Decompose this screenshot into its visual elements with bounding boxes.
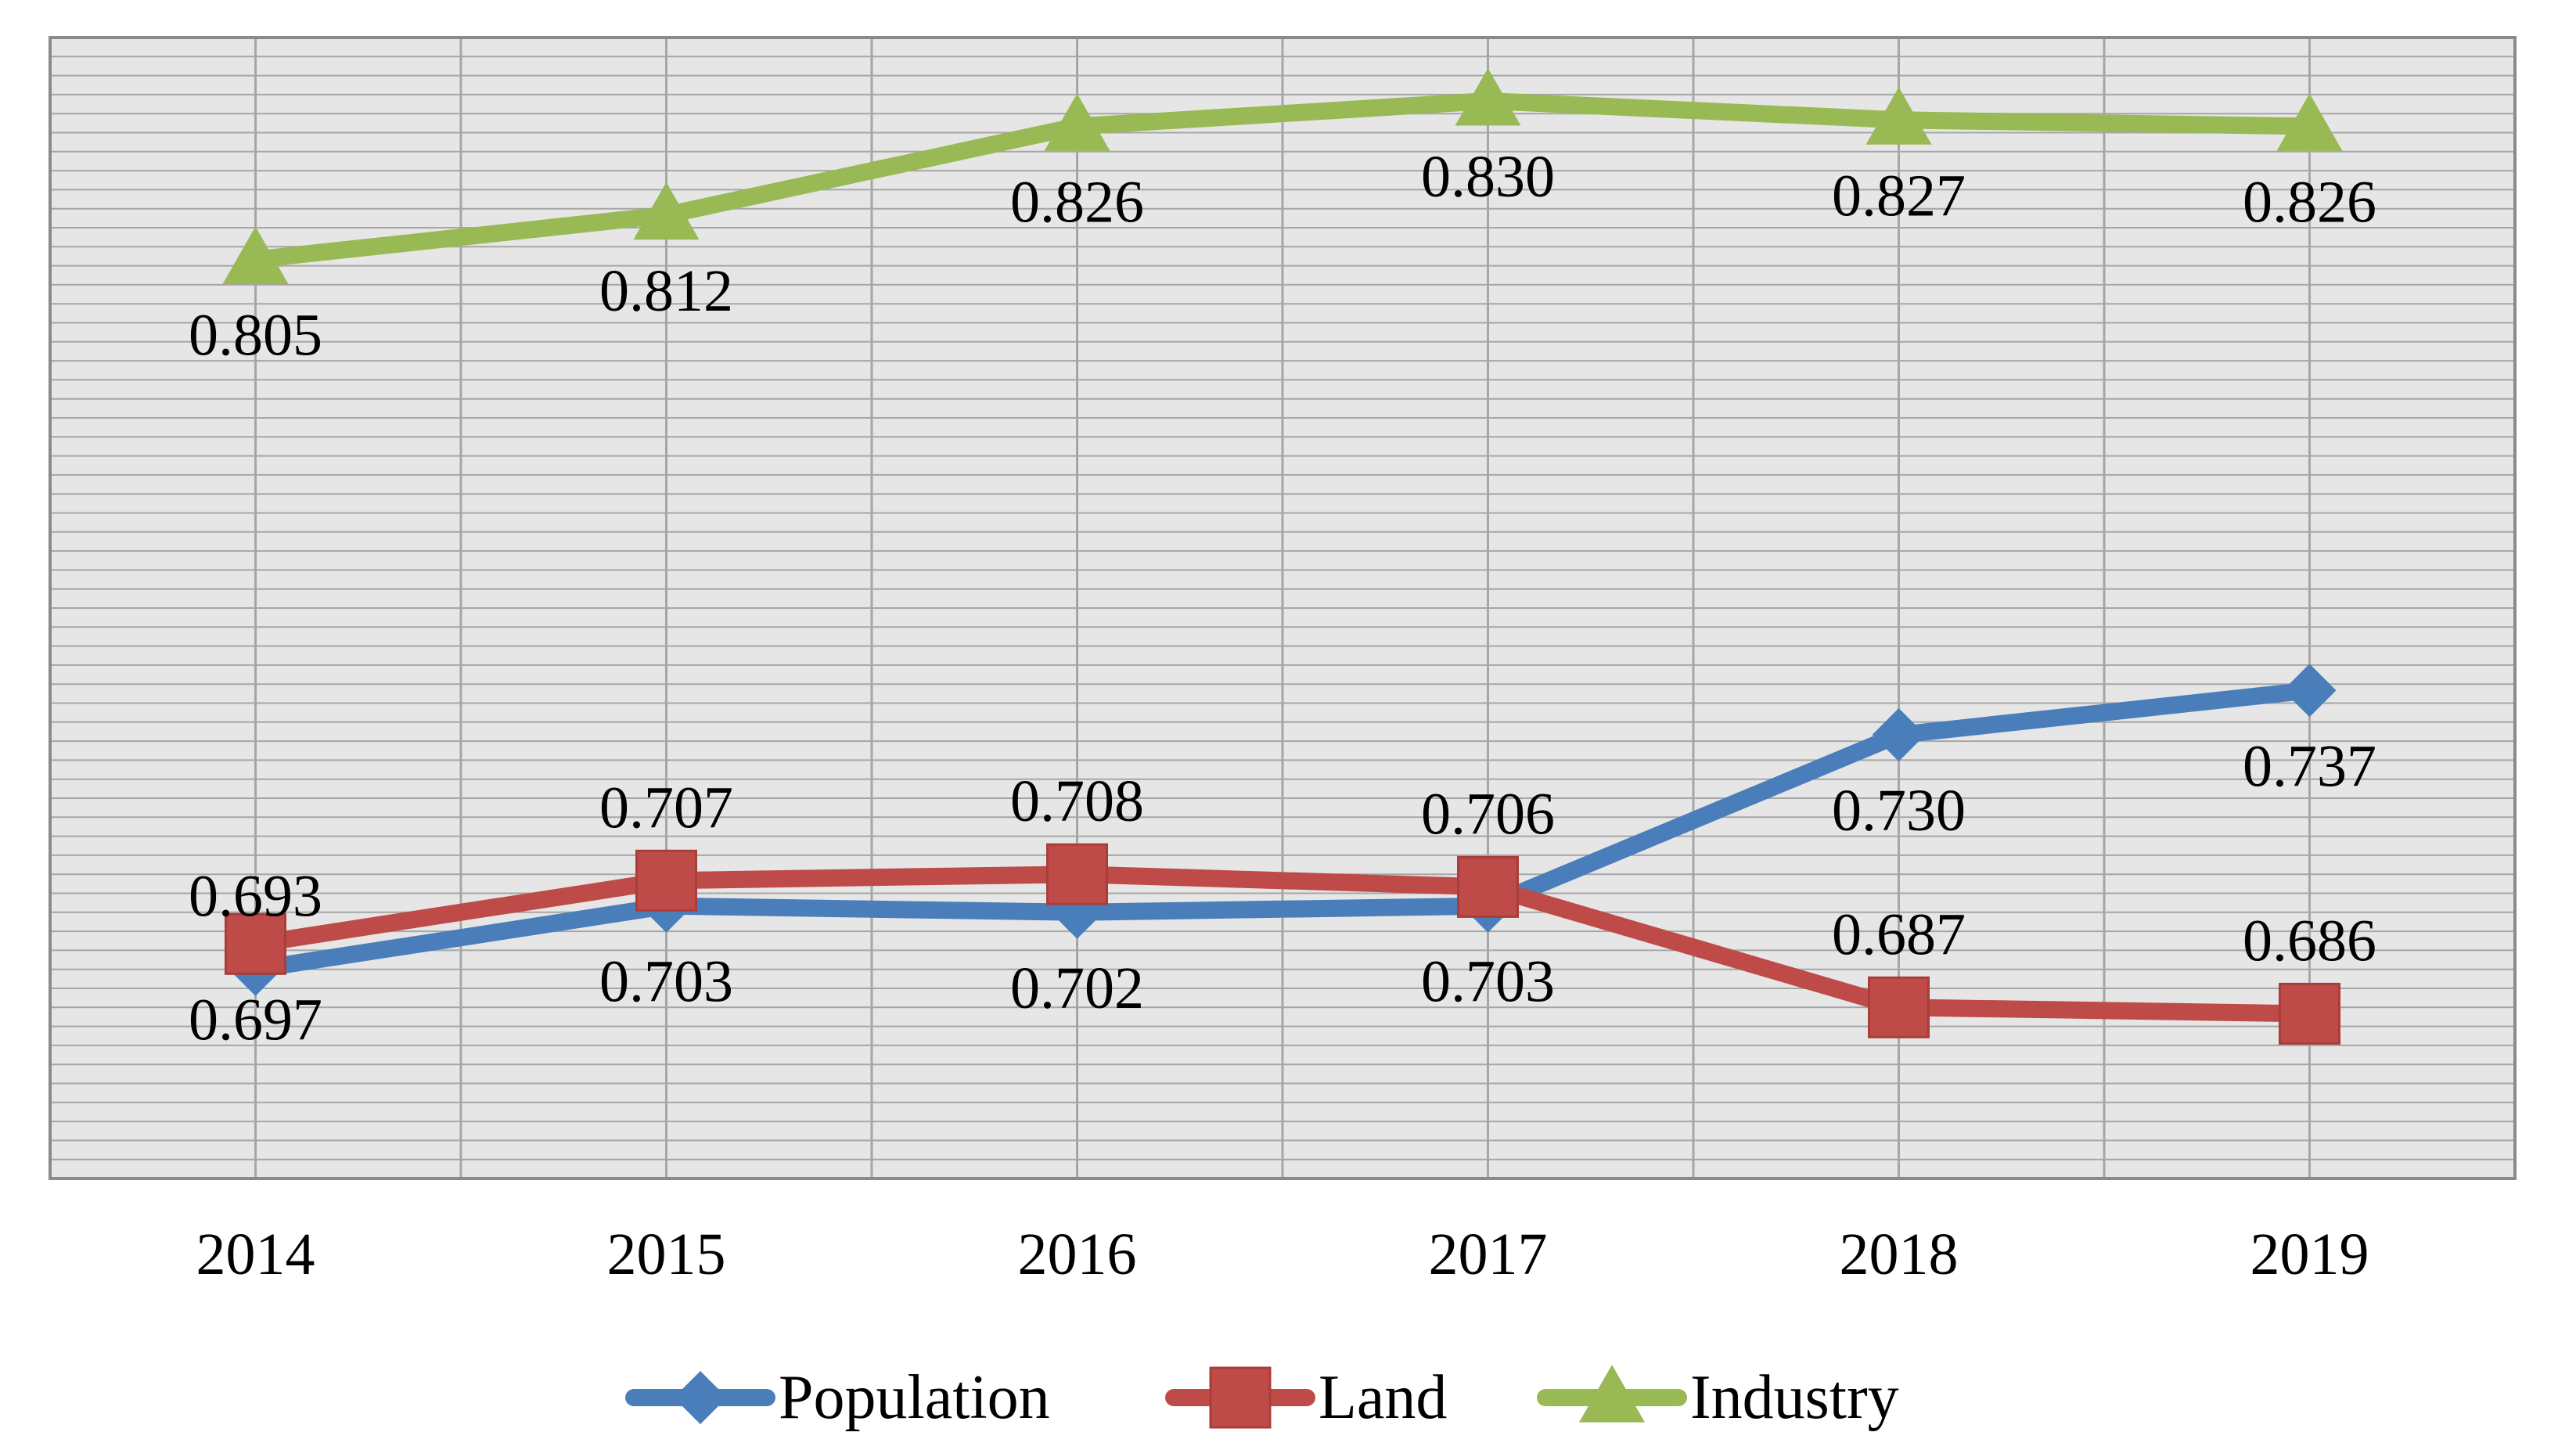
population-data-label-2014: 0.693 [189, 864, 322, 930]
legend-marker-land [1209, 1366, 1272, 1429]
legend-item-population: Population [625, 1363, 1050, 1432]
industry-data-label-2015: 0.812 [599, 258, 733, 324]
industry-data-label-2018: 0.827 [1832, 163, 1966, 229]
legend-marker-industry [1579, 1365, 1645, 1423]
legend: Population Land Industry [625, 1363, 1899, 1432]
x-axis-ticks: 2014 2015 2016 2017 2018 2019 [196, 1222, 2369, 1287]
series-line-land [246, 865, 2319, 1023]
industry-marker-2018 [1865, 87, 1932, 145]
land-marker-2014 [225, 912, 286, 975]
land-marker-2019 [2279, 982, 2340, 1045]
population-data-label-2017: 0.703 [1421, 949, 1555, 1015]
population-data-label-2019: 0.737 [2243, 733, 2376, 799]
industry-marker-2014 [222, 226, 289, 284]
land-data-label-2019: 0.686 [2243, 908, 2376, 973]
population-data-label-2015: 0.703 [599, 949, 733, 1015]
industry-marker-2015 [633, 182, 700, 240]
land-data-label-2014: 0.697 [189, 987, 322, 1053]
x-tick-label-2014: 2014 [196, 1222, 315, 1287]
x-tick-label-2015: 2015 [607, 1222, 726, 1287]
industry-marker-2017 [1455, 68, 1521, 126]
series-line-industry [246, 92, 2319, 268]
land-data-label-2017: 0.706 [1421, 781, 1555, 847]
industry-marker-2019 [2276, 93, 2343, 151]
legend-label-industry: Industry [1690, 1363, 1899, 1432]
legend-item-land: Land [1165, 1363, 1447, 1432]
land-data-label-2016: 0.708 [1010, 768, 1144, 834]
data-labels: 0.693 0.703 0.702 0.703 0.730 0.737 0.697 0.707… [189, 144, 2376, 1053]
population-data-label-2016: 0.702 [1010, 955, 1144, 1021]
land-data-label-2018: 0.687 [1832, 901, 1966, 967]
industry-marker-2016 [1044, 93, 1110, 151]
industry-data-label-2017: 0.830 [1421, 144, 1555, 210]
land-marker-2015 [635, 849, 697, 912]
series-line-population [246, 682, 2319, 978]
legend-marker-population [674, 1371, 727, 1424]
population-data-label-2018: 0.730 [1832, 778, 1966, 844]
industry-data-label-2014: 0.805 [189, 303, 322, 369]
series-industry [222, 68, 2343, 284]
population-marker-2018 [1872, 708, 1926, 761]
land-marker-2016 [1046, 843, 1108, 905]
land-marker-2017 [1457, 855, 1519, 918]
x-tick-label-2018: 2018 [1840, 1222, 1959, 1287]
series-land [225, 843, 2340, 1045]
population-marker-2019 [2283, 664, 2337, 718]
x-tick-label-2019: 2019 [2250, 1222, 2369, 1287]
x-tick-label-2017: 2017 [1429, 1222, 1548, 1287]
land-data-label-2015: 0.707 [599, 775, 733, 840]
industry-data-label-2016: 0.826 [1010, 169, 1144, 235]
x-tick-label-2016: 2016 [1018, 1222, 1137, 1287]
legend-label-population: Population [779, 1363, 1050, 1432]
plot-border [49, 36, 2517, 1180]
legend-item-industry: Industry [1537, 1363, 1899, 1432]
industry-data-label-2019: 0.826 [2243, 169, 2376, 235]
land-marker-2018 [1868, 976, 1930, 1038]
series-layer [222, 68, 2343, 1045]
legend-label-land: Land [1319, 1363, 1447, 1432]
